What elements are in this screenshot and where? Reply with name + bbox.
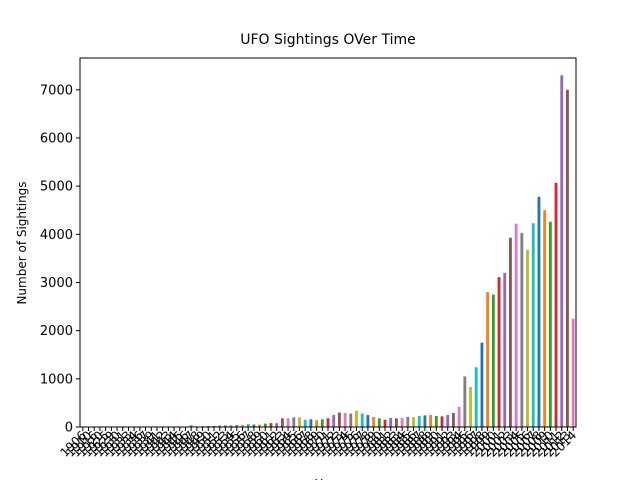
bar [520,232,524,427]
bar [543,210,547,427]
y-tick-label: 4000 [40,228,73,243]
bar [571,318,575,427]
bar [337,412,341,427]
chart-title: UFO Sightings OVer Time [240,32,416,48]
bar [503,272,507,427]
bar [355,410,358,427]
y-tick-label: 1000 [40,372,73,387]
bar [258,424,262,427]
bar [486,292,490,427]
plot-frame [79,57,577,428]
bar [429,414,433,427]
bar [309,419,313,427]
bar [434,415,438,427]
bar [383,419,387,427]
bar [531,223,535,427]
bar [223,425,227,427]
bar [526,249,529,427]
bar [400,417,404,427]
bar [474,367,478,427]
bar [537,196,541,427]
bar [560,75,564,427]
bar [480,342,484,427]
y-tick-label: 5000 [40,180,73,195]
y-tick-label: 7000 [40,83,73,98]
y-tick-label: 2000 [40,324,73,339]
bar [497,277,501,427]
bar [246,424,250,427]
bar [292,417,296,427]
y-tick-label: 0 [65,421,73,436]
bar [315,420,319,427]
bar [440,416,444,427]
bar [320,419,324,427]
bar [343,413,347,427]
bar [509,237,512,427]
bar [423,415,427,427]
bar [263,423,267,427]
bar [241,424,244,427]
bar [366,414,370,427]
bar [412,417,415,427]
bar [377,418,381,427]
bar [457,406,461,427]
bar [372,416,376,427]
bar [360,413,364,427]
bar [417,415,421,427]
bar [303,419,307,427]
y-axis-label: Number of Sightings [15,181,29,304]
bar [463,376,467,427]
bar [332,414,336,427]
bar [389,417,393,427]
bar [235,425,239,427]
bar [491,294,495,427]
bar [326,418,330,427]
bar [349,413,353,427]
y-tick-label: 6000 [40,131,73,146]
bar [189,425,193,427]
bar [514,223,518,427]
bar [554,182,558,427]
bar [394,418,398,427]
bar [469,387,472,427]
bar [275,423,279,427]
bar [548,221,552,427]
bar [566,89,569,427]
bar [286,418,290,427]
bar [269,423,273,427]
y-tick-label: 3000 [40,276,73,291]
bar [218,425,222,427]
x-axis-label: Year [314,477,340,480]
bar [298,417,301,427]
bar [252,424,256,427]
bar [229,425,233,427]
bar [446,414,450,427]
bar [406,416,410,427]
bar [452,413,455,427]
bar [280,418,284,427]
